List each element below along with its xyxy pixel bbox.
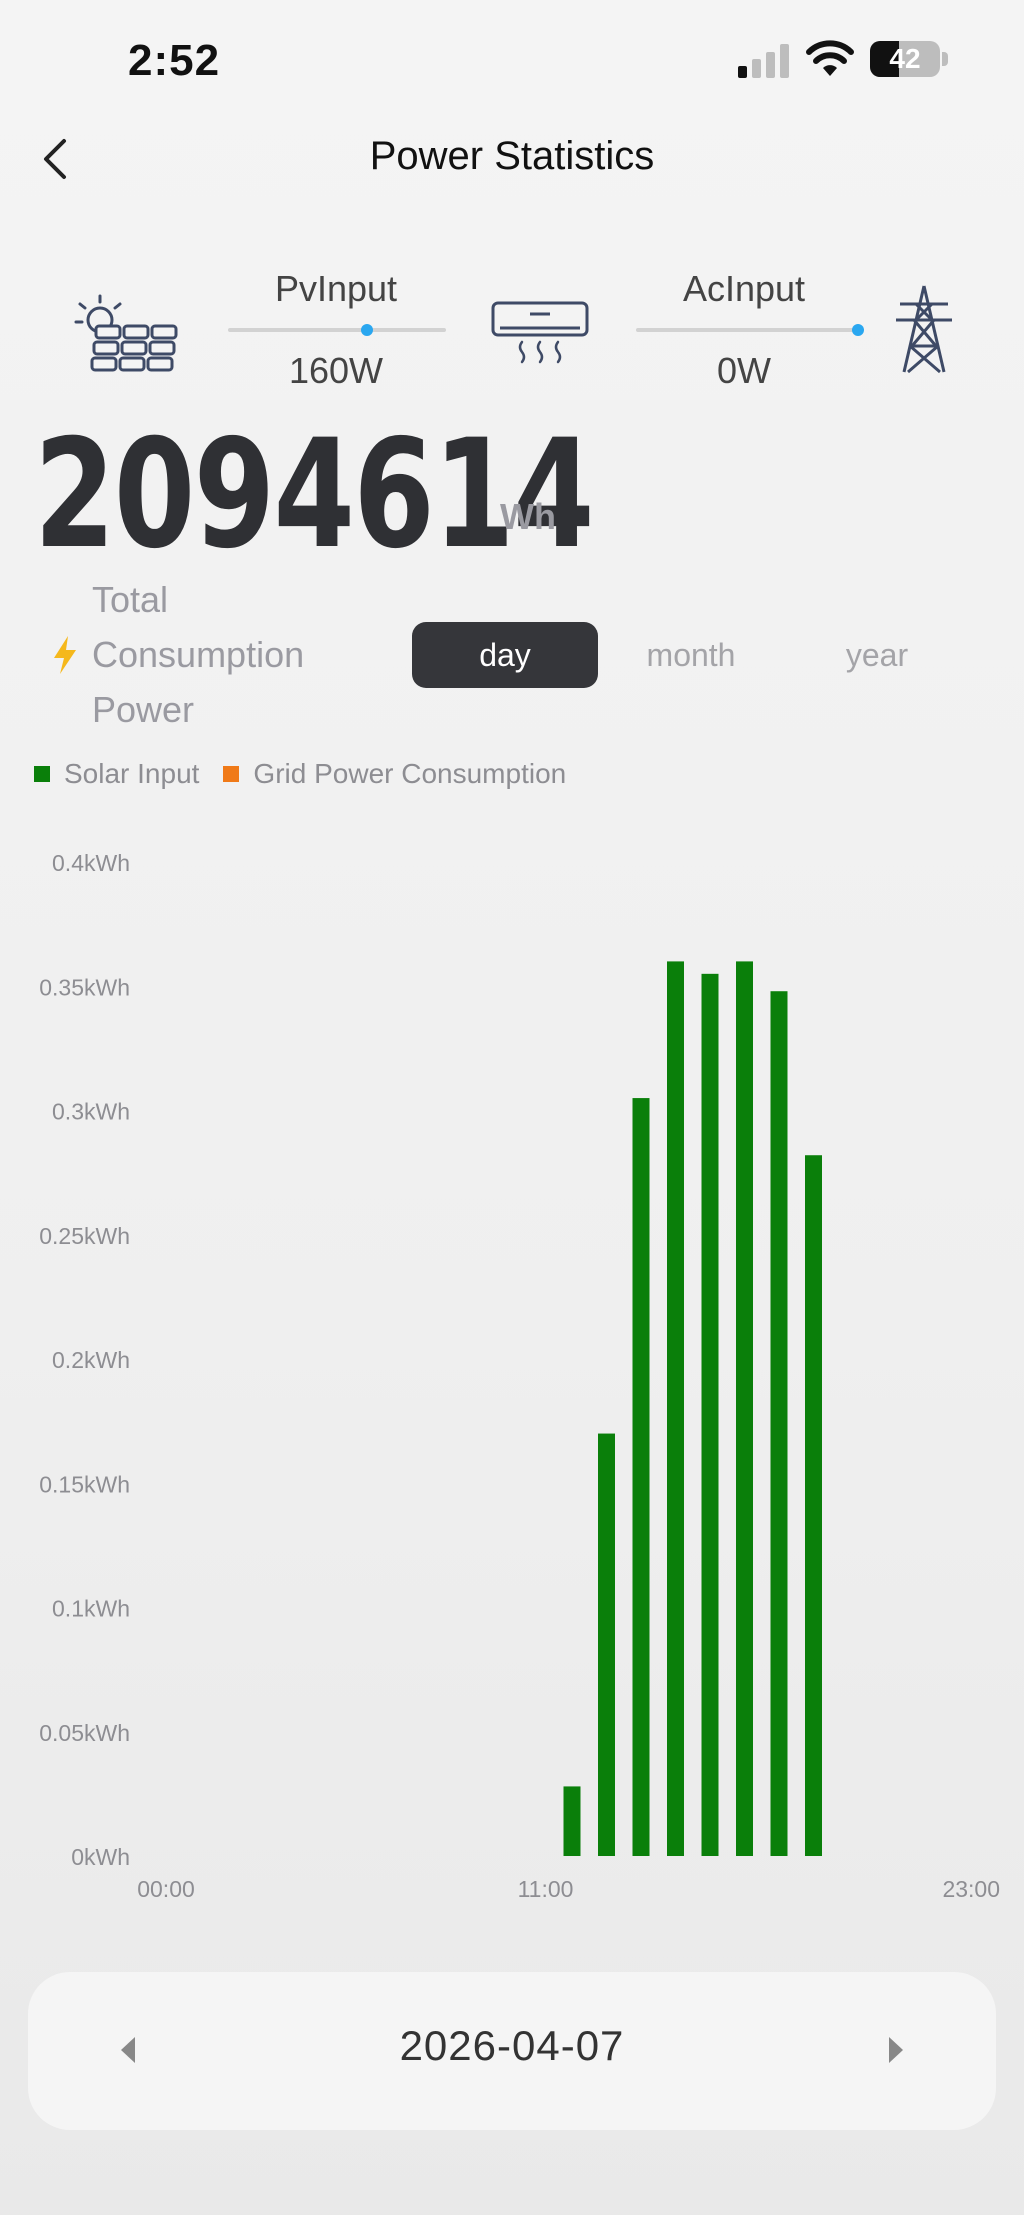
total-consumption-label: Total Consumption Power: [92, 579, 305, 730]
previous-date-button[interactable]: [108, 2028, 148, 2072]
pv-input-label: PvInput: [274, 268, 398, 309]
legend-grid-swatch: [223, 766, 240, 782]
total-energy-value: 2094614: [34, 408, 595, 582]
x-tick-label: 11:00: [518, 1876, 574, 1902]
page-title: Power Statistics: [369, 134, 655, 178]
selected-date[interactable]: 2026-04-07: [399, 2022, 625, 2069]
y-tick-label: 0.3kWh: [52, 1099, 130, 1125]
triangle-right-icon: [889, 2037, 903, 2063]
status-time: 2:52: [128, 36, 221, 85]
pv-flow-line: [228, 328, 446, 332]
chart-bar[interactable]: [805, 1155, 822, 1856]
legend-solar-swatch: [34, 766, 50, 782]
tab-day[interactable]: day: [412, 622, 598, 688]
energy-chart: 0kWh 0.05kWh 0.1kWh 0.15kWh 0.2kWh 0.25kWh 0.3…: [0, 830, 1024, 1910]
x-tick-label: 00:00: [137, 1876, 195, 1902]
total-energy-unit: Wh: [500, 496, 556, 537]
date-navigator: 2026-04-07: [28, 1972, 996, 2130]
legend-solar[interactable]: Solar Input: [34, 758, 199, 790]
ac-input-value: 0W: [717, 350, 771, 391]
chart-bar[interactable]: [667, 961, 684, 1856]
ac-input-label: AcInput: [682, 268, 806, 309]
y-tick-label: 0.2kWh: [52, 1347, 130, 1373]
tab-month[interactable]: month: [646, 637, 736, 673]
triangle-left-icon: [121, 2037, 135, 2063]
pv-input-value: 160W: [288, 350, 384, 391]
y-tick-label: 0kWh: [71, 1844, 130, 1870]
chart-bar[interactable]: [563, 1786, 581, 1856]
energy-chart-svg: 0kWh 0.05kWh 0.1kWh 0.15kWh 0.2kWh 0.25kWh 0.3…: [39, 850, 1000, 1902]
battery-fill: [870, 41, 900, 77]
y-tick-label: 0.1kWh: [52, 1596, 130, 1622]
legend-solar-label: Solar Input: [64, 758, 200, 789]
legend-grid[interactable]: Grid Power Consumption: [223, 758, 566, 790]
status-bar: 2:52 42: [0, 0, 1024, 120]
air-conditioner-icon: [491, 301, 589, 364]
battery-percent: 42: [889, 43, 921, 74]
y-tick-label: 0.35kWh: [39, 974, 130, 1000]
y-tick-label: 0.4kWh: [52, 850, 130, 876]
x-tick-label: 23:00: [942, 1876, 1000, 1902]
chart-bar[interactable]: [598, 1433, 615, 1856]
y-tick-label: 0.05kWh: [39, 1720, 130, 1746]
chart-bar[interactable]: [736, 961, 753, 1856]
chevron-left-icon: [44, 139, 66, 179]
power-flow: PvInput 160W AcInput 0W: [0, 260, 1024, 410]
next-date-button[interactable]: [876, 2028, 916, 2072]
pv-flow-dot: [361, 324, 373, 336]
tab-year[interactable]: year: [845, 637, 909, 673]
legend-grid-label: Grid Power Consumption: [253, 758, 567, 789]
solar-panel-icon: [74, 294, 178, 372]
chart-legend: Solar Input Grid Power Consumption: [34, 756, 590, 792]
cellular-signal-icon: [738, 44, 789, 78]
ac-flow-dot: [852, 324, 864, 336]
power-tower-icon: [896, 285, 952, 374]
lightning-bolt-icon: [54, 636, 76, 674]
y-tick-label: 0.25kWh: [39, 1223, 130, 1249]
chart-bar[interactable]: [632, 1098, 650, 1856]
battery-indicator: 42: [870, 41, 950, 77]
period-tabs: day month year: [412, 622, 972, 688]
chart-bar[interactable]: [770, 991, 788, 1856]
back-button[interactable]: [30, 134, 80, 184]
ac-flow-line: [636, 328, 860, 332]
wifi-icon: [806, 40, 854, 76]
nav-header: Power Statistics: [0, 120, 1024, 200]
y-tick-label: 0.15kWh: [39, 1471, 130, 1497]
chart-bar[interactable]: [701, 973, 719, 1856]
